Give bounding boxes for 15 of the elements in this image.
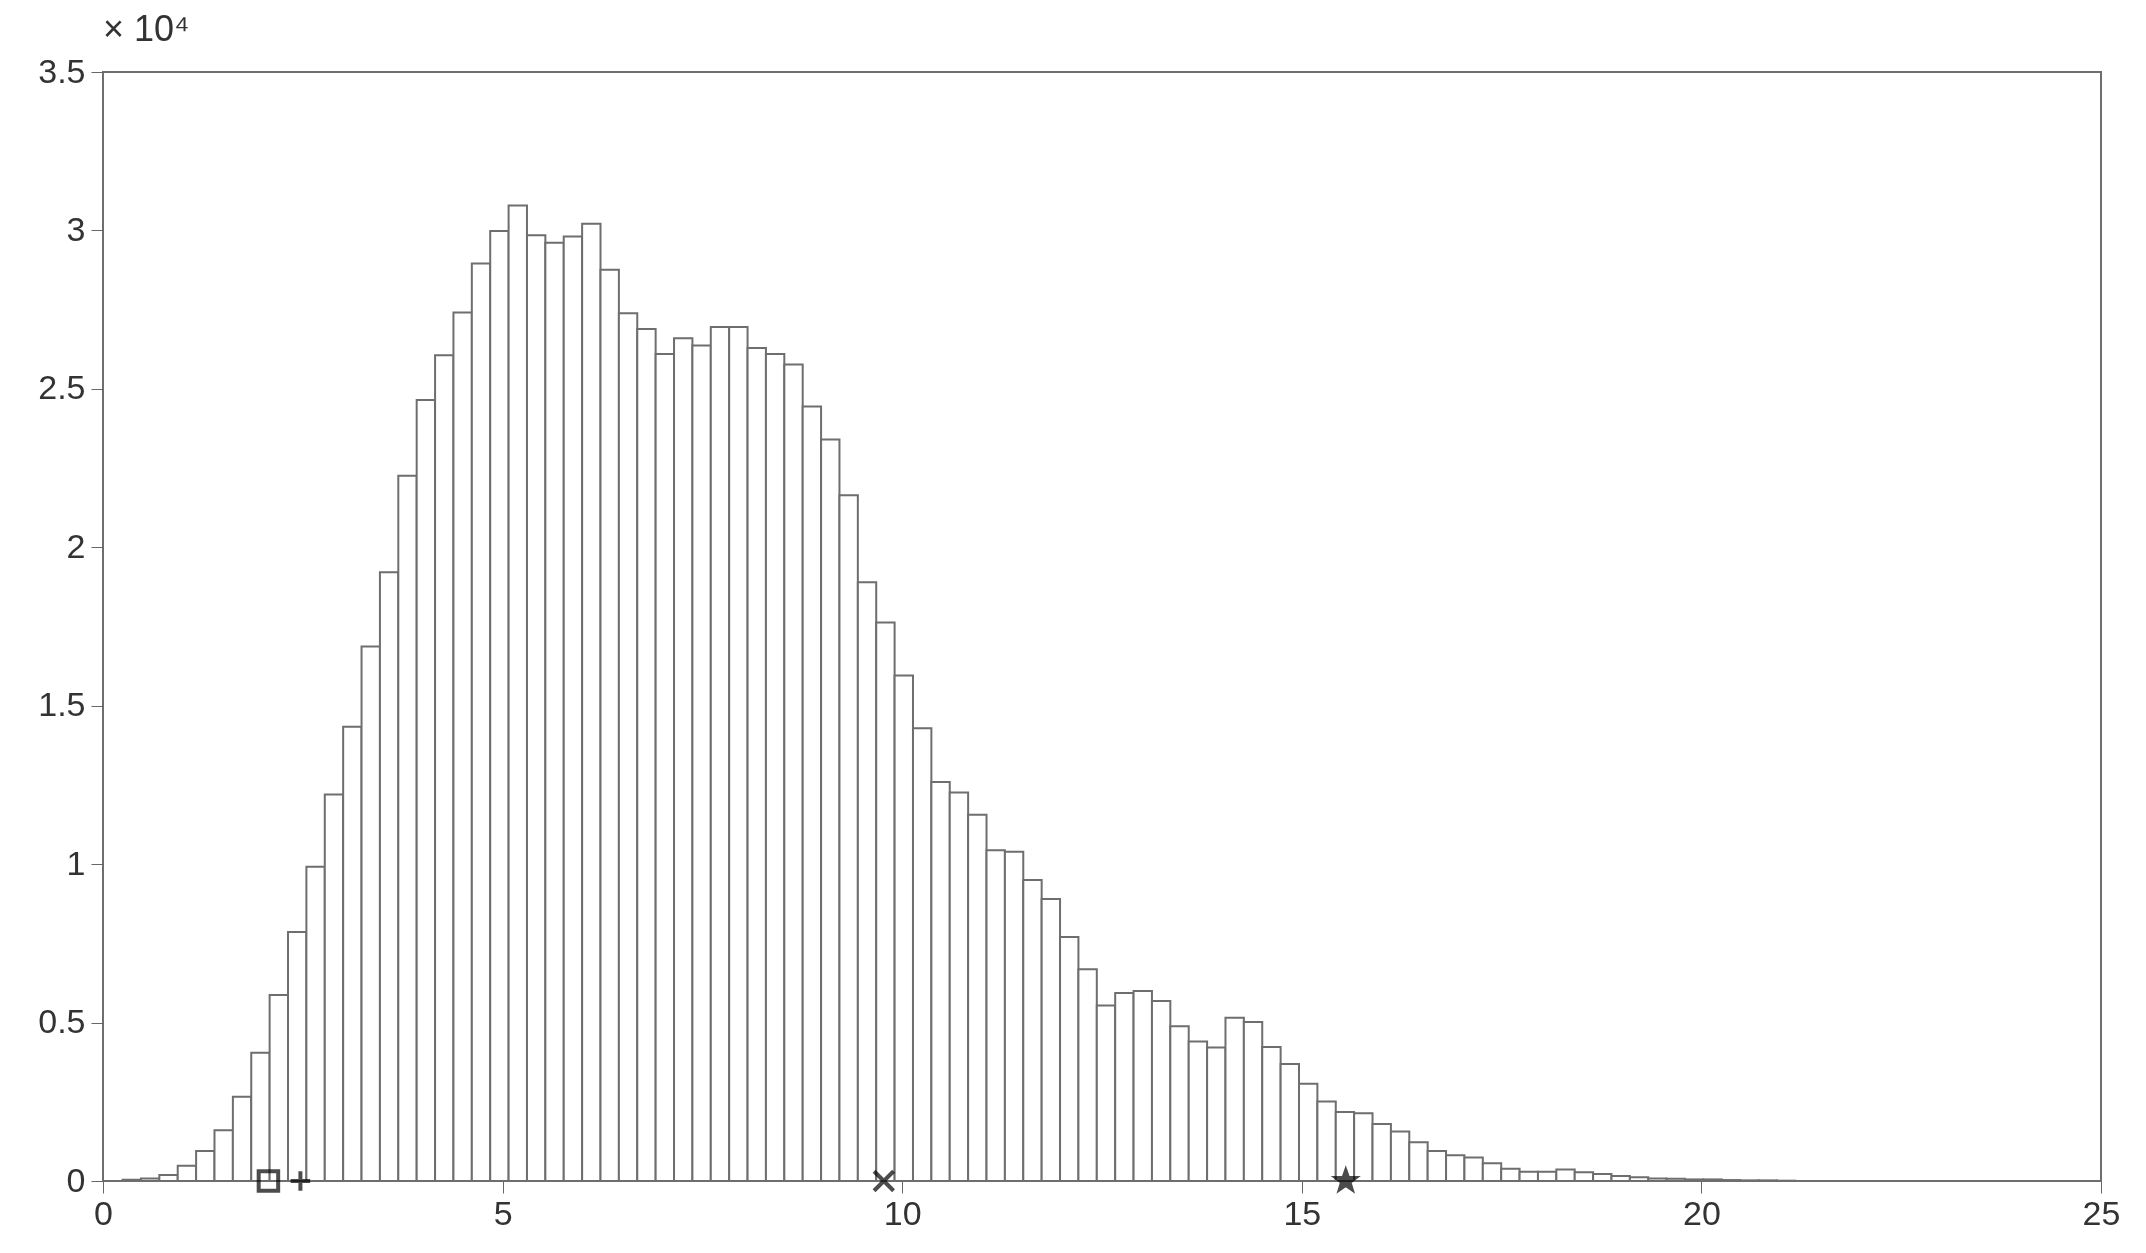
y-tick-label: 2.5 — [38, 368, 86, 407]
x-tick-label: 5 — [493, 1193, 513, 1232]
x-tick-label: 15 — [1283, 1193, 1322, 1232]
y-tick-label: 2 — [66, 526, 86, 565]
x-tick-label: 0 — [94, 1193, 113, 1232]
y-tick-label: 1.5 — [38, 685, 86, 724]
x-tick-label: 10 — [883, 1193, 922, 1232]
y-tick-label: 3 — [66, 209, 86, 248]
y-tick-label: 0 — [66, 1160, 86, 1199]
x-tick-label: 25 — [2082, 1193, 2121, 1232]
x-tick-label: 20 — [1682, 1193, 1721, 1232]
y-tick-label: 3.5 — [38, 51, 86, 90]
y-tick-label: 1 — [66, 843, 86, 882]
text: × 10⁴ — [103, 8, 190, 49]
y-tick-label: 0.5 — [38, 1002, 86, 1041]
